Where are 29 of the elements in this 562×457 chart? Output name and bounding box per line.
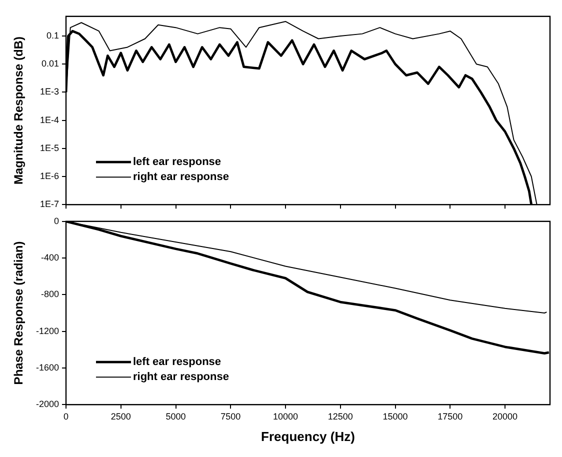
y-tick-label: 1E-5 (40, 142, 59, 153)
x-tick-label: 17500 (438, 411, 463, 422)
y-axis-title: Phase Response (radian) (12, 241, 26, 385)
x-tick-label: 12500 (328, 411, 353, 422)
x-tick-label: 10000 (272, 411, 298, 422)
x-tick-label: 15000 (382, 411, 408, 422)
y-tick-label: -2000 (36, 399, 59, 410)
y-tick-label: 1E-3 (40, 86, 59, 97)
legend-label: left ear response (133, 356, 222, 368)
x-axis-title: Frequency (Hz) (261, 428, 355, 444)
x-tick-label: 0 (63, 411, 69, 422)
legend-label: left ear response (133, 156, 222, 168)
x-tick-label: 20000 (492, 411, 518, 422)
legend-label: right ear response (133, 171, 229, 184)
y-tick-label: 1E-6 (40, 170, 59, 181)
y-tick-label: -1600 (36, 362, 59, 372)
x-tick-label: 5000 (166, 411, 186, 422)
legend-label: right ear response (133, 371, 229, 384)
y-tick-label: 1E-4 (40, 114, 59, 125)
y-tick-label: -800 (40, 289, 59, 300)
x-tick-label: 2500 (110, 411, 131, 422)
y-tick-label: -400 (40, 252, 59, 263)
y-tick-label: -1200 (36, 326, 59, 336)
y-tick-label: 0.01 (41, 58, 59, 69)
y-axis-title: Magnitude Response (dB) (12, 36, 26, 185)
x-tick-label: 7500 (220, 411, 241, 422)
y-tick-label: 0.1 (46, 30, 59, 41)
y-tick-label: 1E-7 (40, 199, 59, 210)
y-tick-label: 0 (54, 216, 59, 226)
